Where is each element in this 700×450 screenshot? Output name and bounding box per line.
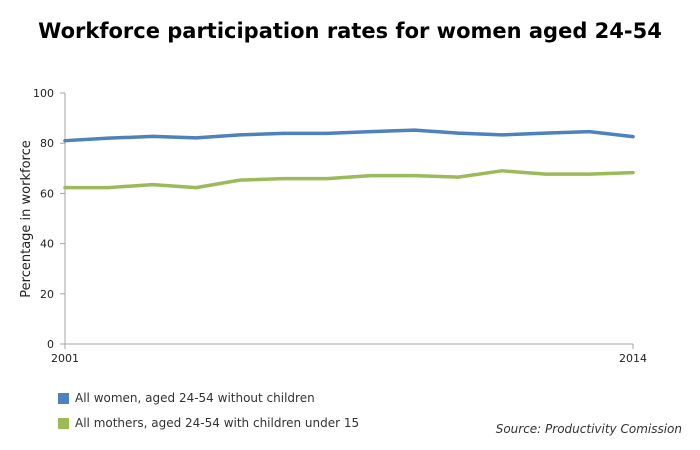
series-line-1	[63, 169, 635, 190]
legend-label-mothers: All mothers, aged 24-54 with children un…	[75, 416, 360, 430]
y-tick-label: 40	[40, 238, 54, 251]
data-point	[281, 131, 286, 136]
data-point	[281, 176, 286, 181]
y-tick-label: 100	[33, 87, 54, 100]
data-point	[456, 175, 460, 179]
data-point	[412, 173, 417, 178]
data-point	[369, 173, 373, 178]
legend-item-mothers: All mothers, aged 24-54 with children un…	[58, 415, 359, 431]
legend-swatch-mothers	[58, 417, 69, 429]
legend-item-women: All women, aged 24-54 without children	[58, 390, 359, 406]
data-point	[325, 176, 329, 181]
y-tick-label: 80	[40, 137, 54, 150]
data-point	[369, 130, 373, 134]
data-point	[631, 170, 635, 175]
legend: All women, aged 24-54 without children A…	[58, 390, 359, 440]
data-point	[631, 135, 635, 139]
data-point	[325, 131, 329, 136]
data-point	[238, 178, 242, 182]
y-tick-label: 60	[40, 187, 54, 200]
x-tick-label: 2014	[619, 352, 647, 365]
data-point	[544, 131, 548, 135]
x-tick-label: 2001	[51, 352, 79, 365]
data-point	[63, 139, 67, 143]
data-point	[587, 172, 591, 176]
legend-swatch-women	[58, 392, 69, 404]
legend-label-women: All women, aged 24-54 without children	[75, 391, 315, 405]
data-point	[500, 133, 504, 137]
data-point	[107, 136, 111, 140]
y-tick-label: 20	[40, 288, 54, 301]
data-point	[194, 186, 198, 190]
source-note: Source: Productivity Comission	[495, 422, 682, 436]
data-point	[194, 136, 198, 140]
y-tick-label: 0	[47, 338, 54, 351]
chart-title: Workforce participation rates for women …	[38, 19, 662, 43]
data-point	[107, 186, 111, 190]
data-point	[238, 133, 242, 137]
data-point	[544, 172, 548, 176]
data-point	[587, 130, 591, 134]
data-point	[500, 169, 504, 173]
data-point	[412, 128, 417, 132]
y-axis-label: Percentage in workforce	[19, 140, 34, 297]
data-point	[63, 186, 67, 190]
data-point	[150, 183, 154, 187]
series-line-0	[63, 128, 635, 143]
data-point	[456, 131, 460, 135]
data-point	[150, 134, 154, 139]
